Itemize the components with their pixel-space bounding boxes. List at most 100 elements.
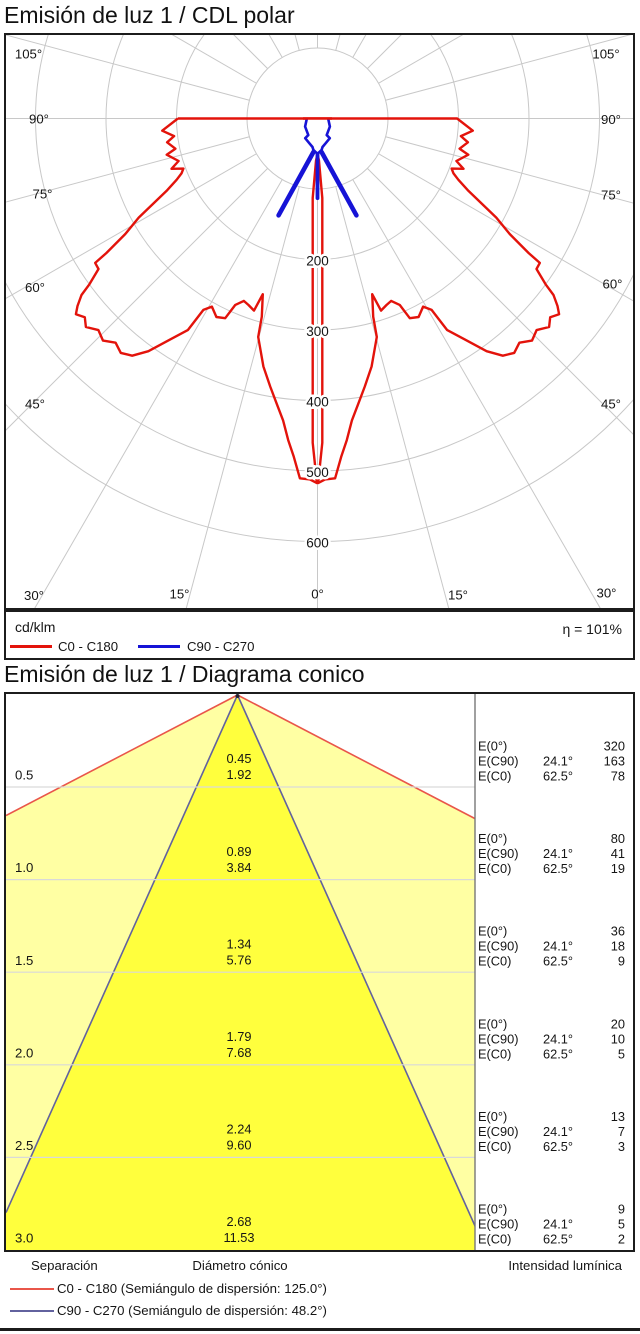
svg-text:E(C90): E(C90) [478,753,519,768]
svg-text:62.5°: 62.5° [543,1231,573,1246]
svg-text:62.5°: 62.5° [543,768,573,783]
svg-text:500: 500 [306,465,329,480]
svg-text:E(C90): E(C90) [478,1216,519,1231]
svg-text:11.53: 11.53 [223,1230,254,1245]
svg-text:105°: 105° [15,47,42,62]
svg-text:E(C0): E(C0) [478,1046,511,1061]
footer-col-intensity: Intensidad lumínica [508,1258,622,1273]
svg-text:0.45: 0.45 [227,751,252,766]
efficiency-value: η = 101% [562,621,622,637]
svg-text:E(0°): E(0°) [478,738,507,753]
svg-text:5: 5 [618,1046,625,1061]
svg-text:9: 9 [618,954,625,969]
svg-text:300: 300 [306,324,329,339]
svg-text:41: 41 [611,846,625,861]
svg-text:30°: 30° [24,588,44,603]
svg-text:7.68: 7.68 [227,1045,252,1060]
svg-text:E(C0): E(C0) [478,768,511,783]
svg-text:2.24: 2.24 [227,1122,252,1137]
svg-text:80: 80 [611,831,625,846]
svg-text:18: 18 [611,939,625,954]
svg-text:E(0°): E(0°) [478,831,507,846]
svg-text:9.60: 9.60 [227,1138,252,1153]
cone-diagram-box: 0.5 0.45 1.92 E(0°) 320 E(C90) 24.1° 163 E(C0) 62… [4,692,635,1252]
svg-text:20: 20 [611,1016,625,1031]
svg-text:45°: 45° [601,397,621,412]
svg-text:600: 600 [306,536,329,551]
c90-c270-swatch [138,645,180,648]
svg-text:E(C0): E(C0) [478,1231,511,1246]
svg-text:5.76: 5.76 [227,952,252,967]
polar-legend-box: cd/klm η = 101% C0 - C180 C90 - C270 [4,610,635,660]
svg-text:E(C0): E(C0) [478,954,511,969]
svg-text:E(C90): E(C90) [478,939,519,954]
svg-text:105°: 105° [592,47,619,62]
svg-text:2.5: 2.5 [15,1138,33,1153]
polar-chart: 200 300 400 500 600 105° 105° 90° 90° 75° 75° 60° 60… [6,35,633,608]
svg-text:13: 13 [611,1109,625,1124]
svg-text:24.1°: 24.1° [543,939,573,954]
svg-text:9: 9 [618,1201,625,1216]
svg-text:62.5°: 62.5° [543,1139,573,1154]
svg-text:1.92: 1.92 [227,767,252,782]
c90-c270-label: C90 - C270 [187,639,255,654]
svg-text:24.1°: 24.1° [543,846,573,861]
svg-text:36: 36 [611,924,625,939]
svg-text:24.1°: 24.1° [543,1216,573,1231]
svg-text:E(0°): E(0°) [478,1016,507,1031]
svg-text:E(C90): E(C90) [478,1031,519,1046]
svg-text:30°: 30° [597,586,617,601]
svg-text:45°: 45° [25,397,45,412]
svg-text:90°: 90° [601,112,621,127]
footer-col-separation: Separación [31,1258,98,1273]
svg-text:0°: 0° [311,587,324,602]
svg-text:75°: 75° [601,188,621,203]
footer-col-diameter: Diámetro cónico [192,1258,288,1273]
svg-text:1.34: 1.34 [227,936,252,951]
footer-c90-label: C90 - C270 (Semiángulo de dispersión: 48… [57,1303,327,1318]
svg-text:15°: 15° [448,588,468,603]
svg-text:78: 78 [611,768,625,783]
svg-text:1.0: 1.0 [15,860,33,875]
c0-c180-label: C0 - C180 [58,639,119,654]
svg-text:60°: 60° [603,277,623,292]
svg-text:15°: 15° [170,587,190,602]
svg-text:1.5: 1.5 [15,953,33,968]
footer-c0-swatch [10,1288,54,1290]
svg-text:60°: 60° [25,280,45,295]
svg-text:3: 3 [618,1139,625,1154]
svg-text:24.1°: 24.1° [543,1031,573,1046]
bottom-divider [0,1328,640,1331]
svg-text:E(0°): E(0°) [478,924,507,939]
svg-text:3.84: 3.84 [227,860,252,875]
svg-text:24.1°: 24.1° [543,1124,573,1139]
svg-text:2: 2 [618,1231,625,1246]
svg-text:0.5: 0.5 [15,768,33,783]
svg-text:400: 400 [306,395,329,410]
svg-text:62.5°: 62.5° [543,954,573,969]
unit-label: cd/klm [15,619,56,635]
svg-text:163: 163 [604,753,625,768]
svg-text:75°: 75° [33,187,53,202]
svg-text:E(C0): E(C0) [478,1139,511,1154]
svg-text:62.5°: 62.5° [543,861,573,876]
polar-chart-box: 200 300 400 500 600 105° 105° 90° 90° 75° 75° 60° 60… [4,33,635,610]
svg-text:E(0°): E(0°) [478,1201,507,1216]
svg-text:E(C90): E(C90) [478,1124,519,1139]
svg-text:5: 5 [618,1216,625,1231]
svg-text:200: 200 [306,254,329,269]
svg-text:E(C0): E(C0) [478,861,511,876]
svg-text:90°: 90° [29,112,49,127]
svg-text:320: 320 [604,738,625,753]
svg-text:7: 7 [618,1124,625,1139]
footer-c90-swatch [10,1310,54,1312]
svg-text:10: 10 [611,1031,625,1046]
svg-text:2.68: 2.68 [227,1214,252,1229]
c0-c180-swatch [10,645,52,648]
svg-text:0.89: 0.89 [227,844,252,859]
cone-section-title: Emisión de luz 1 / Diagrama conico [4,661,365,687]
svg-text:19: 19 [611,861,625,876]
polar-section-title: Emisión de luz 1 / CDL polar [4,2,295,28]
